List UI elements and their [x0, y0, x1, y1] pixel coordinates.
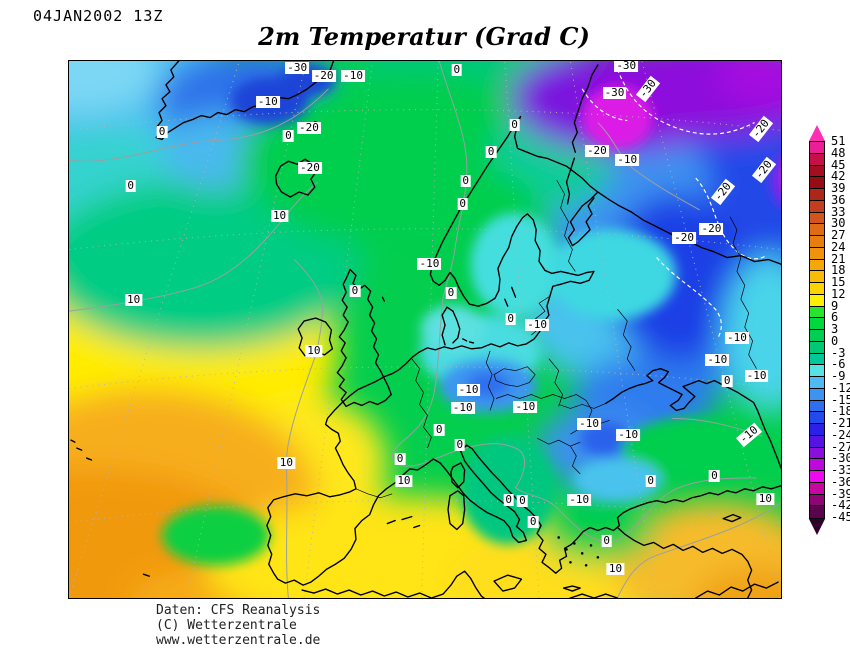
colorbar-tick-label: -3 [831, 345, 846, 360]
colorbar-tick-label: -39 [831, 486, 850, 501]
colorbar-tick-label: 42 [831, 169, 846, 184]
colorbar-down-arrow-icon [809, 519, 825, 535]
colorbar-tick-label: -42 [831, 498, 850, 513]
colorbar-tick-label: -30 [831, 451, 850, 466]
colorbar-swatch [810, 318, 824, 330]
colorbar-swatch [810, 447, 824, 460]
colorbar-tick-label: -45 [831, 510, 850, 524]
colorbar-swatch [810, 283, 824, 295]
colorbar-tick-label: -15 [831, 392, 850, 407]
isotherms-white-dashed [581, 68, 767, 340]
colorbar-swatch [810, 506, 824, 518]
colorbar-tick-label: 21 [831, 251, 846, 266]
colorbar-swatch [810, 377, 824, 389]
credits: Daten: CFS Reanalysis (C) Wetterzentrale… [156, 603, 320, 648]
colorbar-tick-label: -33 [831, 463, 850, 477]
colorbar-swatch [810, 471, 824, 483]
colorbar-tick-label: 3 [831, 322, 839, 336]
europe-temperature-map: -30 -20 -10 -10 -20 -20 0 0 0 10 10 10 0 -10 0 0 0 0 0 0 -30… [68, 60, 782, 599]
colorbar-tick-label: 6 [831, 310, 839, 325]
colorbar-tick-labels: 51 48 45 42 39 36 33 30 27 24 21 18 15 12 9 6 3 0 -3 -6 -9 -1… [831, 134, 850, 524]
credits-line-copyright: (C) Wetterzentrale [156, 618, 297, 633]
colorbar-swatch [810, 142, 824, 154]
run-datetime: 04JAN2002 13Z [33, 7, 164, 25]
isotherms-gray [69, 61, 781, 598]
colorbar-swatch [810, 412, 824, 424]
colorbar-tick-label: 36 [831, 192, 846, 207]
colorbar-swatch [810, 177, 824, 189]
colorbar-swatch [810, 353, 824, 366]
colorbar-swatch [810, 400, 824, 413]
colorbar-tick-label: 48 [831, 145, 846, 160]
colorbar-swatch [810, 388, 824, 401]
country-borders [355, 179, 757, 499]
colorbar-tick-label: 15 [831, 275, 846, 289]
colorbar-tick-label: -21 [831, 416, 850, 430]
colorbar-tick-label: 45 [831, 157, 846, 172]
temperature-colorbar: 51 48 45 42 39 36 33 30 27 24 21 18 15 12 9 6 3 0 -3 -6 -9 -1… [801, 125, 850, 545]
colorbar-tick-label: -24 [831, 427, 850, 442]
colorbar-tick-label: -18 [831, 404, 850, 419]
colorbar-swatch [810, 424, 824, 436]
map-title: 2m Temperatur (Grad C) [258, 22, 590, 51]
colorbar-swatch [810, 365, 824, 377]
colorbar-tick-label: -12 [831, 380, 850, 395]
colorbar-tick-label: -36 [831, 474, 850, 489]
colorbar-tick-label: 30 [831, 216, 846, 231]
colorbar-swatch [810, 330, 824, 342]
colorbar-swatch [810, 189, 824, 201]
colorbar-swatch [810, 236, 824, 248]
colorbar-tick-label: 9 [831, 298, 839, 313]
colorbar-tick-label: 12 [831, 286, 846, 301]
aegean-islands [557, 536, 600, 567]
colorbar-swatch [810, 259, 824, 272]
colorbar-swatch [810, 212, 824, 225]
colorbar-tick-label: 24 [831, 239, 846, 254]
colorbar-swatches [809, 141, 825, 519]
credits-line-website: www.wetterzentrale.de [156, 633, 321, 648]
colorbar-swatch [810, 482, 824, 495]
colorbar-swatch [810, 224, 824, 236]
colorbar-tick-label: 33 [831, 204, 846, 219]
colorbar-tick-label: -9 [831, 369, 846, 383]
temperature-field-image [69, 61, 781, 598]
colorbar-tick-label: -27 [831, 439, 850, 454]
colorbar-tick-label: 0 [831, 333, 839, 348]
colorbar-tick-label: 39 [831, 181, 846, 195]
colorbar-swatch [810, 165, 824, 178]
colorbar-swatch [810, 271, 824, 283]
colorbar-swatch [810, 341, 824, 354]
colorbar-swatch [810, 306, 824, 319]
colorbar-tick-label: 18 [831, 263, 846, 278]
colorbar-swatch [810, 435, 824, 448]
credits-line-data-source: Daten: CFS Reanalysis [156, 603, 321, 618]
colorbar-tick-label: 51 [831, 134, 846, 148]
coastlines [70, 61, 781, 598]
colorbar-up-arrow-icon [809, 125, 825, 141]
colorbar-swatch [810, 459, 824, 471]
colorbar-swatch [810, 294, 824, 307]
colorbar-tick-label: -6 [831, 357, 846, 372]
colorbar-swatch [810, 494, 824, 507]
colorbar-tick-label: 27 [831, 228, 846, 242]
colorbar-swatch [810, 153, 824, 166]
colorbar-swatch [810, 200, 824, 213]
colorbar-swatch [810, 247, 824, 260]
